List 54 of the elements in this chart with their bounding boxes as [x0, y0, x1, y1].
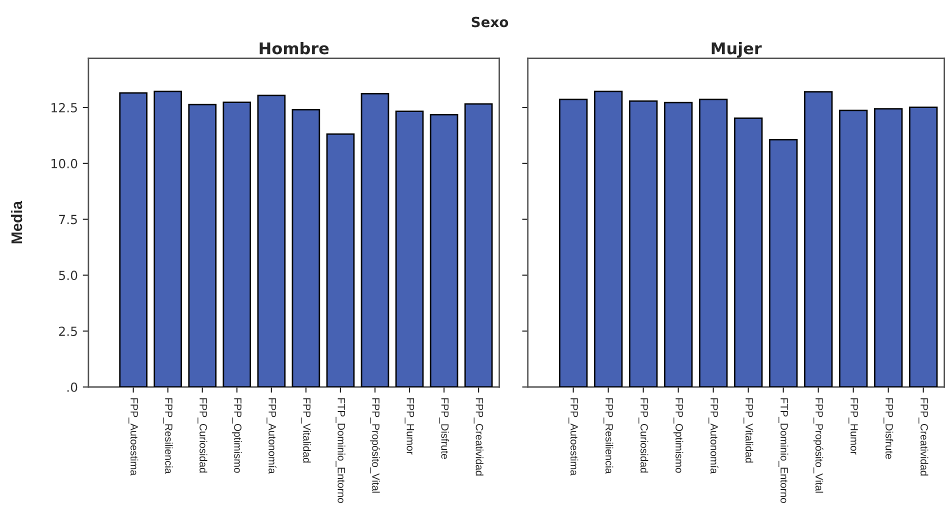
y-tick-label: 2.5 — [59, 326, 77, 336]
x-tick-label: FPP_Disfrute — [439, 398, 449, 459]
x-tick-label: FPP_Optimismo — [673, 398, 684, 473]
bar — [257, 94, 286, 387]
bar — [664, 102, 693, 387]
bar — [908, 106, 938, 387]
x-tick-label: FTP_Dominio_Entorno — [778, 398, 788, 503]
x-tick-label: FPP_Vitalidad — [744, 398, 754, 463]
bar — [222, 102, 252, 387]
bar — [698, 98, 728, 387]
x-tick-label: FPP_Creatividad — [918, 398, 928, 476]
x-tick-label: FPP_Humor — [848, 398, 858, 455]
text: Sexo — [472, 16, 508, 28]
y-axis-title: Media — [10, 200, 22, 244]
bar — [838, 110, 868, 387]
bar — [430, 114, 458, 387]
bar — [768, 139, 798, 387]
y-tick-label: 12.5 — [52, 102, 77, 112]
bar — [119, 92, 148, 387]
x-tick-label: FPP_Autoestima — [128, 398, 138, 476]
chart-title: Mujer — [712, 42, 762, 58]
chart-title: Hombre — [260, 42, 329, 54]
bar — [464, 103, 493, 387]
x-tick-label: FPP_Curiosidad — [198, 398, 208, 473]
bar — [188, 104, 217, 387]
bar — [395, 110, 424, 387]
y-tick-label: 7.5 — [59, 214, 77, 224]
x-tick-label: FTP_Dominio_Entorno — [336, 398, 346, 503]
x-tick-label: FPP_Propósito_Vital — [813, 398, 824, 493]
bar — [734, 118, 763, 387]
x-tick-label: FPP_Creatividad — [474, 398, 484, 476]
bar — [628, 100, 658, 387]
x-tick-label: FPP_Autonomía — [266, 398, 276, 474]
bar — [292, 109, 320, 387]
bar — [804, 91, 833, 387]
x-tick-label: FPP_Propósito_Vital — [370, 398, 380, 493]
x-tick-label: FPP_Optimismo — [232, 398, 242, 473]
bar — [326, 133, 355, 387]
x-tick-label: FPP_Humor — [404, 398, 414, 455]
x-tick-label: FPP_Vitalidad — [301, 398, 311, 463]
x-tick-label: FPP_Resiliencia — [604, 398, 614, 474]
bar — [874, 108, 903, 387]
x-tick-label: FPP_Disfrute — [884, 398, 894, 459]
x-tick-label: FPP_Resiliencia — [163, 398, 173, 474]
y-tick-label: .0 — [67, 382, 78, 392]
x-tick-label: FPP_Curiosidad — [638, 398, 648, 473]
bar — [594, 90, 623, 387]
bar — [154, 90, 182, 387]
x-tick-label: FPP_Autoestima — [568, 398, 578, 476]
x-tick-label: FPP_Autonomía — [708, 398, 718, 474]
y-tick-label: 5.0 — [59, 270, 78, 280]
y-tick-label: 10.0 — [52, 158, 78, 168]
bar — [558, 98, 588, 387]
bar — [360, 92, 390, 387]
